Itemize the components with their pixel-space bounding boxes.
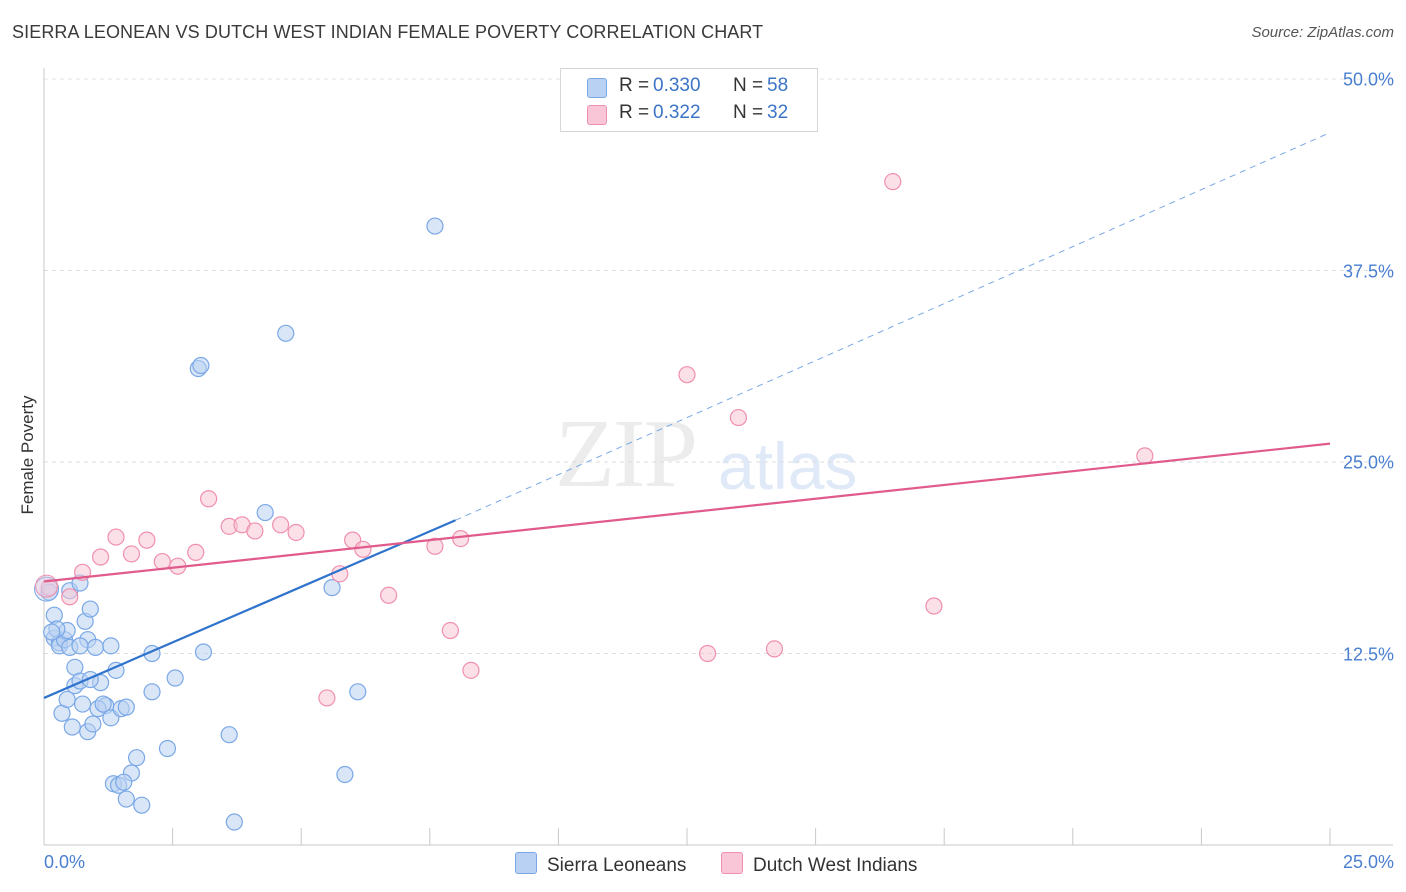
data-point xyxy=(678,366,696,384)
data-point xyxy=(115,773,133,791)
bottom-legend-swatch-pink xyxy=(721,852,743,874)
data-point xyxy=(117,698,135,716)
data-point xyxy=(192,356,210,375)
data-point xyxy=(256,503,274,522)
data-point xyxy=(272,516,290,534)
data-point xyxy=(698,644,717,663)
bottom-legend-sierra-leoneans: Sierra Leoneans xyxy=(515,852,686,877)
legend-swatch-pink xyxy=(587,105,607,125)
watermark-atlas: atlas xyxy=(718,429,858,503)
bottom-legend-swatch-blue xyxy=(515,852,537,874)
data-point xyxy=(462,661,480,679)
watermark-zip: ZIP xyxy=(555,400,698,508)
bottom-legend-label: Dutch West Indians xyxy=(753,855,918,876)
data-point xyxy=(336,765,354,784)
data-point xyxy=(107,528,125,546)
trend-line-sierra-leoneans xyxy=(43,519,456,699)
data-point xyxy=(426,537,444,555)
data-point xyxy=(86,638,105,656)
data-point xyxy=(194,643,213,661)
legend-r-value: 0.330 xyxy=(653,75,701,96)
data-point xyxy=(349,683,367,701)
data-point xyxy=(884,173,902,191)
data-point xyxy=(143,683,161,701)
legend-r-label: R = xyxy=(619,75,650,96)
legend-swatch-blue xyxy=(587,78,607,98)
chart-source: Source: ZipAtlas.com xyxy=(1251,24,1394,41)
chart-title: SIERRA LEONEAN VS DUTCH WEST INDIAN FEMA… xyxy=(12,22,764,42)
data-point xyxy=(225,813,243,831)
legend-n-value: 58 xyxy=(767,75,789,96)
data-point xyxy=(1136,447,1154,465)
data-point xyxy=(71,637,89,655)
data-point xyxy=(323,579,341,597)
data-point xyxy=(127,749,146,767)
data-point xyxy=(380,586,398,604)
data-point xyxy=(73,695,92,713)
bottom-legend-label: Sierra Leoneans xyxy=(547,855,687,876)
data-point xyxy=(94,695,112,713)
data-point xyxy=(63,718,81,736)
data-point xyxy=(441,621,459,640)
legend-n-value: 32 xyxy=(767,102,789,123)
data-point xyxy=(277,324,295,342)
data-point xyxy=(187,543,205,561)
data-point xyxy=(138,531,156,549)
data-point xyxy=(220,726,238,744)
data-point xyxy=(318,689,336,707)
data-point xyxy=(35,574,59,598)
data-point xyxy=(246,522,264,540)
data-point xyxy=(765,640,784,658)
data-point xyxy=(117,790,135,808)
data-point xyxy=(61,588,79,606)
data-point xyxy=(452,529,470,548)
y-tick-label: 37.5% xyxy=(1342,261,1394,281)
data-point xyxy=(91,548,110,566)
legend-n-label: N = xyxy=(733,102,764,123)
y-tick-label: 50.0% xyxy=(1342,69,1394,90)
trend-line-sierra-leoneans-extension xyxy=(455,132,1331,521)
y-tick-label: 25.0% xyxy=(1342,452,1394,473)
data-point xyxy=(354,540,372,558)
data-point xyxy=(133,796,151,814)
data-point xyxy=(43,623,61,641)
data-point xyxy=(200,490,218,508)
legend-r-label: R = xyxy=(619,102,650,123)
legend-r-value: 0.322 xyxy=(653,102,701,123)
data-point xyxy=(81,600,99,618)
data-point xyxy=(426,217,444,235)
bottom-legend-dutch-west-indians: Dutch West Indians xyxy=(721,852,917,877)
y-tick-label: 12.5% xyxy=(1342,644,1394,664)
trend-line-dutch-west-indians xyxy=(43,442,1331,583)
data-point xyxy=(102,637,120,655)
x-tick-label-min: 0.0% xyxy=(44,852,86,872)
data-point xyxy=(84,715,102,733)
data-point xyxy=(158,739,177,758)
x-tick-label-max: 25.0% xyxy=(1342,852,1394,872)
data-point xyxy=(925,597,943,615)
data-point xyxy=(122,545,141,563)
data-point xyxy=(729,408,748,427)
data-point xyxy=(287,523,305,542)
legend-n-label: N = xyxy=(733,75,764,96)
data-point xyxy=(58,690,76,709)
data-point xyxy=(166,669,184,687)
correlation-legend: R = 0.330 N = 58 R = 0.322 N = 32 xyxy=(560,68,818,132)
